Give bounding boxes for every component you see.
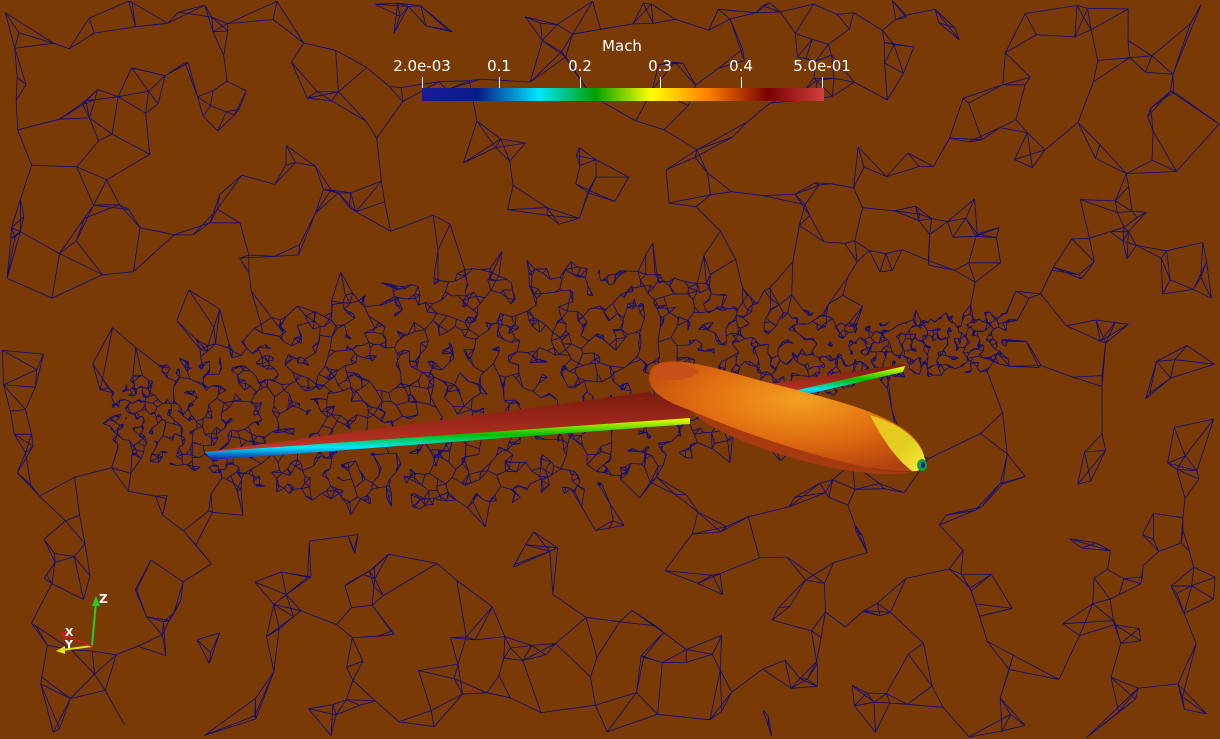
- x-axis-arrow: [60, 631, 68, 640]
- colorbar-tick: [499, 77, 500, 89]
- x-axis-line: [65, 635, 93, 647]
- y-axis-arrow: [56, 646, 65, 654]
- colorbar-title: Mach: [602, 37, 642, 55]
- nose: [870, 415, 925, 472]
- canopy: [652, 362, 700, 380]
- y-axis-line: [61, 645, 93, 651]
- x-axis-label: X: [65, 626, 74, 639]
- colorbar-tick: [422, 77, 423, 89]
- left-wing-leading-edge: [205, 418, 690, 460]
- colorbar-gradient: [422, 88, 824, 101]
- colorbar-tick: [660, 77, 661, 89]
- colorbar-tick: [822, 77, 823, 89]
- right-wing-leading-edge: [780, 366, 905, 400]
- left-wing: [205, 392, 690, 460]
- colorbar-label-max: 5.0e-01: [793, 57, 851, 75]
- z-axis-label: Z: [99, 592, 108, 606]
- colorbar-label-1: 0.1: [487, 57, 511, 75]
- colorbar-label-min: 2.0e-03: [393, 57, 451, 75]
- colorbar-tick: [741, 77, 742, 89]
- colorbar-label-4: 0.4: [729, 57, 753, 75]
- aircraft-surface: [205, 361, 927, 475]
- z-axis-line: [91, 601, 97, 647]
- fuselage: [649, 361, 924, 472]
- colorbar-label-2: 0.2: [568, 57, 592, 75]
- z-axis-arrow: [92, 596, 100, 606]
- y-axis-label: Y: [65, 638, 73, 651]
- orientation-triad: [56, 596, 100, 654]
- colorbar-tick: [580, 77, 581, 89]
- colorbar-label-3: 0.3: [648, 57, 672, 75]
- nose-tip-core: [921, 462, 925, 468]
